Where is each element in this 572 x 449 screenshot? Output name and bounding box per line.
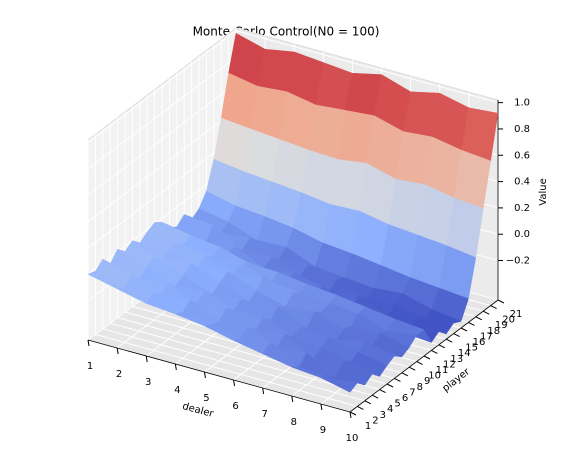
y-tick-label: 3 — [380, 410, 386, 421]
y-tick — [482, 310, 490, 315]
x-tick — [203, 371, 206, 379]
y-tick — [408, 366, 416, 371]
y-tick-label: 15 — [465, 343, 478, 354]
y-tick-label: 17 — [480, 331, 493, 342]
y-tick-label: 5 — [394, 399, 400, 410]
x-tick — [145, 355, 148, 363]
x-tick — [233, 379, 236, 387]
x-tick — [87, 339, 90, 347]
y-tick — [357, 405, 364, 410]
y-tick — [423, 355, 431, 360]
x-tick — [174, 363, 177, 371]
y-tick-label: 14 — [458, 348, 471, 359]
y-tick — [497, 299, 505, 304]
grid-line — [87, 135, 237, 249]
x-tick-label: 9 — [320, 425, 326, 436]
x-tick-label: 10 — [346, 433, 359, 444]
surface — [87, 32, 499, 393]
grid-line — [87, 82, 237, 196]
y-tick — [364, 400, 372, 405]
y-tick — [386, 383, 394, 388]
y-tick-label: 2 — [372, 415, 378, 426]
y-tick — [475, 316, 483, 321]
surface-face — [319, 377, 358, 393]
x-tick — [349, 411, 352, 419]
y-tick-label: 19 — [495, 320, 508, 331]
y-tick — [445, 338, 453, 343]
y-tick — [490, 305, 497, 310]
x-tick — [262, 387, 265, 395]
grid-line — [235, 30, 499, 104]
z-axis-label: Value — [538, 178, 549, 205]
y-tick-label: 4 — [387, 404, 393, 415]
y-tick — [453, 333, 460, 338]
z-tick-label: 0.0 — [514, 229, 530, 240]
chart-title: Monte-Carlo Control(N0 = 100) — [193, 25, 380, 39]
y-tick — [394, 377, 401, 382]
y-tick — [431, 349, 438, 354]
y-tick-label: 9 — [424, 376, 430, 387]
y-tick-label: 11 — [436, 365, 449, 376]
y-tick-label: 12 — [443, 359, 456, 370]
x-tick — [116, 347, 119, 355]
axis-line — [87, 339, 351, 413]
y-tick — [438, 344, 446, 349]
y-tick-label: 7 — [409, 387, 415, 398]
z-tick-label: −0.2 — [506, 256, 530, 267]
y-tick — [371, 394, 379, 399]
x-tick-label: 2 — [116, 369, 122, 380]
y-tick-label: 18 — [487, 326, 500, 337]
x-tick-label: 8 — [291, 417, 297, 428]
z-tick-label: 1.0 — [514, 98, 530, 109]
y-tick — [468, 321, 475, 326]
y-tick-label: 10 — [428, 371, 441, 382]
z-tick-label: 0.2 — [514, 203, 530, 214]
x-tick — [320, 403, 323, 411]
y-tick — [416, 361, 423, 366]
grid-line — [110, 322, 373, 396]
y-tick — [349, 411, 357, 416]
y-tick — [379, 389, 386, 394]
y-tick-label: 13 — [450, 354, 463, 365]
x-tick-label: 4 — [174, 385, 180, 396]
x-axis-label: dealer — [181, 401, 215, 420]
grid-line — [95, 333, 358, 407]
z-tick-label: 0.6 — [514, 150, 530, 161]
y-tick-label: 21 — [510, 309, 523, 320]
x-tick-label: 3 — [145, 377, 151, 388]
x-tick-label: 1 — [87, 361, 93, 372]
y-tick — [401, 372, 409, 377]
grid-line — [102, 328, 365, 402]
y-tick-label: 6 — [402, 393, 408, 404]
y-tick-label: 8 — [417, 382, 423, 393]
z-tick-label: 0.8 — [514, 124, 530, 135]
x-tick — [291, 395, 294, 403]
grid-line — [87, 56, 237, 170]
x-tick-label: 7 — [261, 409, 267, 420]
y-tick-label: 16 — [473, 337, 486, 348]
z-tick-label: 0.4 — [514, 177, 530, 188]
y-tick-label: 1 — [365, 421, 371, 432]
grid-line — [87, 30, 237, 144]
x-tick-label: 5 — [203, 393, 209, 404]
axis-line — [349, 299, 499, 413]
y-tick-label: 20 — [502, 315, 515, 326]
x-tick-label: 6 — [232, 401, 238, 412]
y-tick — [460, 327, 468, 332]
grid-line — [87, 109, 237, 222]
